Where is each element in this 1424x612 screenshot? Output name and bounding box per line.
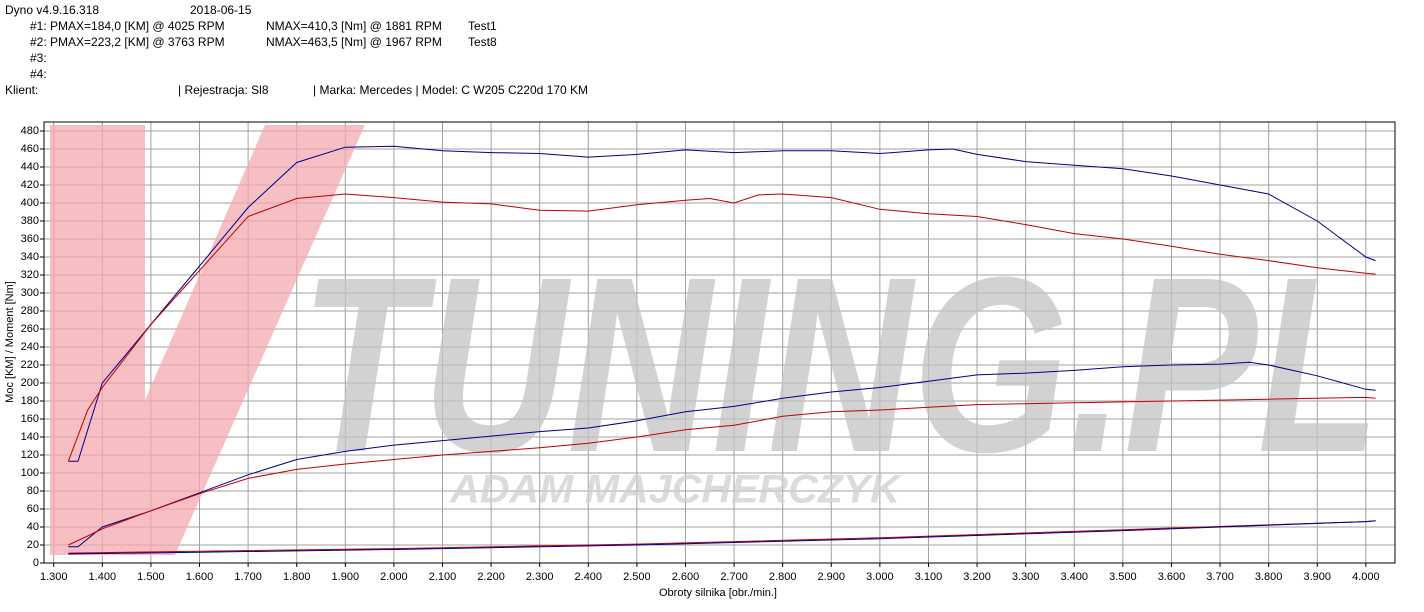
y-tick-label: 220 — [21, 359, 39, 371]
y-tick-label: 240 — [21, 341, 39, 353]
y-tick-label: 200 — [21, 377, 39, 389]
x-tick-label: 1.600 — [186, 571, 214, 583]
x-tick-label: 3.900 — [1303, 571, 1331, 583]
y-tick-label: 100 — [21, 467, 39, 479]
x-tick-label: 3.700 — [1206, 571, 1234, 583]
x-tick-label: 2.000 — [380, 571, 408, 583]
run-label: #3: — [30, 51, 47, 65]
x-tick-label: 3.800 — [1255, 571, 1283, 583]
x-axis-title: Obroty silnika [obr./min.] — [659, 587, 777, 599]
x-tick-label: 1.400 — [89, 571, 117, 583]
y-tick-label: 280 — [21, 305, 39, 317]
x-tick-label: 3.100 — [915, 571, 943, 583]
y-tick-label: 40 — [27, 521, 39, 533]
x-tick-label: 1.900 — [332, 571, 360, 583]
run-label: #2: — [30, 35, 47, 49]
y-tick-label: 140 — [21, 431, 39, 443]
y-tick-label: 480 — [21, 125, 39, 137]
run-name: Test1 — [468, 19, 497, 33]
x-tick-label: 1.800 — [283, 571, 311, 583]
x-tick-label: 2.800 — [769, 571, 797, 583]
x-tick-label: 2.600 — [672, 571, 700, 583]
x-tick-label: 2.500 — [623, 571, 651, 583]
x-tick-label: 2.900 — [818, 571, 846, 583]
y-tick-label: 340 — [21, 251, 39, 263]
run-nmax: NMAX=463,5 [Nm] @ 1967 RPM — [266, 35, 442, 49]
grid — [44, 122, 1395, 564]
run-pmax: PMAX=184,0 [KM] @ 4025 RPM — [50, 19, 225, 33]
x-tick-label: 3.000 — [866, 571, 894, 583]
y-tick-label: 0 — [33, 557, 39, 569]
x-tick-label: 4.000 — [1352, 571, 1380, 583]
x-tick-label: 3.300 — [1012, 571, 1040, 583]
plot-border — [43, 121, 1396, 564]
run-name: Test8 — [468, 35, 497, 49]
y-tick-label: 260 — [21, 323, 39, 335]
x-tick-label: 2.100 — [429, 571, 457, 583]
run-label: #1: — [30, 19, 47, 33]
series-line — [68, 396, 1376, 546]
y-tick-label: 20 — [27, 539, 39, 551]
vehicle: | Marka: Mercedes | Model: C W205 C220d … — [313, 83, 588, 97]
run-pmax: PMAX=223,2 [KM] @ 3763 RPM — [50, 35, 225, 49]
x-tick-label: 3.500 — [1109, 571, 1137, 583]
y-tick-label: 60 — [27, 503, 39, 515]
y-tick-label: 380 — [21, 215, 39, 227]
registration: | Rejestracja: Sl8 — [178, 83, 269, 97]
watermark: TUNING.PL ADAM MAJCHERCZYK — [50, 125, 1380, 555]
run-nmax: NMAX=410,3 [Nm] @ 1881 RPM — [266, 19, 442, 33]
y-tick-label: 360 — [21, 233, 39, 245]
x-tick-label: 1.500 — [137, 571, 165, 583]
x-tick-label: 1.700 — [234, 571, 262, 583]
series-line — [68, 361, 1376, 548]
logo-v — [50, 125, 365, 555]
x-tick-label: 3.200 — [963, 571, 991, 583]
y-tick-label: 300 — [21, 287, 39, 299]
x-tick-label: 3.600 — [1158, 571, 1186, 583]
y-tick-label: 80 — [27, 485, 39, 497]
series-line — [68, 520, 1376, 555]
x-tick-label: 2.700 — [720, 571, 748, 583]
y-tick-label: 460 — [21, 143, 39, 155]
y-tick-label: 320 — [21, 269, 39, 281]
x-tick-label: 2.300 — [526, 571, 554, 583]
y-tick-label: 120 — [21, 449, 39, 461]
y-tick-label: 440 — [21, 161, 39, 173]
y-tick-label: 420 — [21, 179, 39, 191]
x-tick-label: 2.400 — [575, 571, 603, 583]
date: 2018-06-15 — [190, 3, 252, 17]
x-tick-label: 3.400 — [1060, 571, 1088, 583]
x-tick-label: 1.300 — [40, 571, 68, 583]
y-tick-label: 400 — [21, 197, 39, 209]
client: Klient: — [5, 83, 38, 97]
watermark-subtext: ADAM MAJCHERCZYK — [449, 468, 903, 512]
y-tick-label: 180 — [21, 395, 39, 407]
y-axis-title: Moc [KM] / Moment [Nm] — [4, 281, 16, 403]
x-tick-label: 2.200 — [477, 571, 505, 583]
series-line — [67, 193, 1376, 462]
y-tick-label: 160 — [21, 413, 39, 425]
run-label: #4: — [30, 67, 47, 81]
series-line — [68, 145, 1376, 462]
app-title: Dyno v4.9.16.318 — [5, 3, 99, 17]
